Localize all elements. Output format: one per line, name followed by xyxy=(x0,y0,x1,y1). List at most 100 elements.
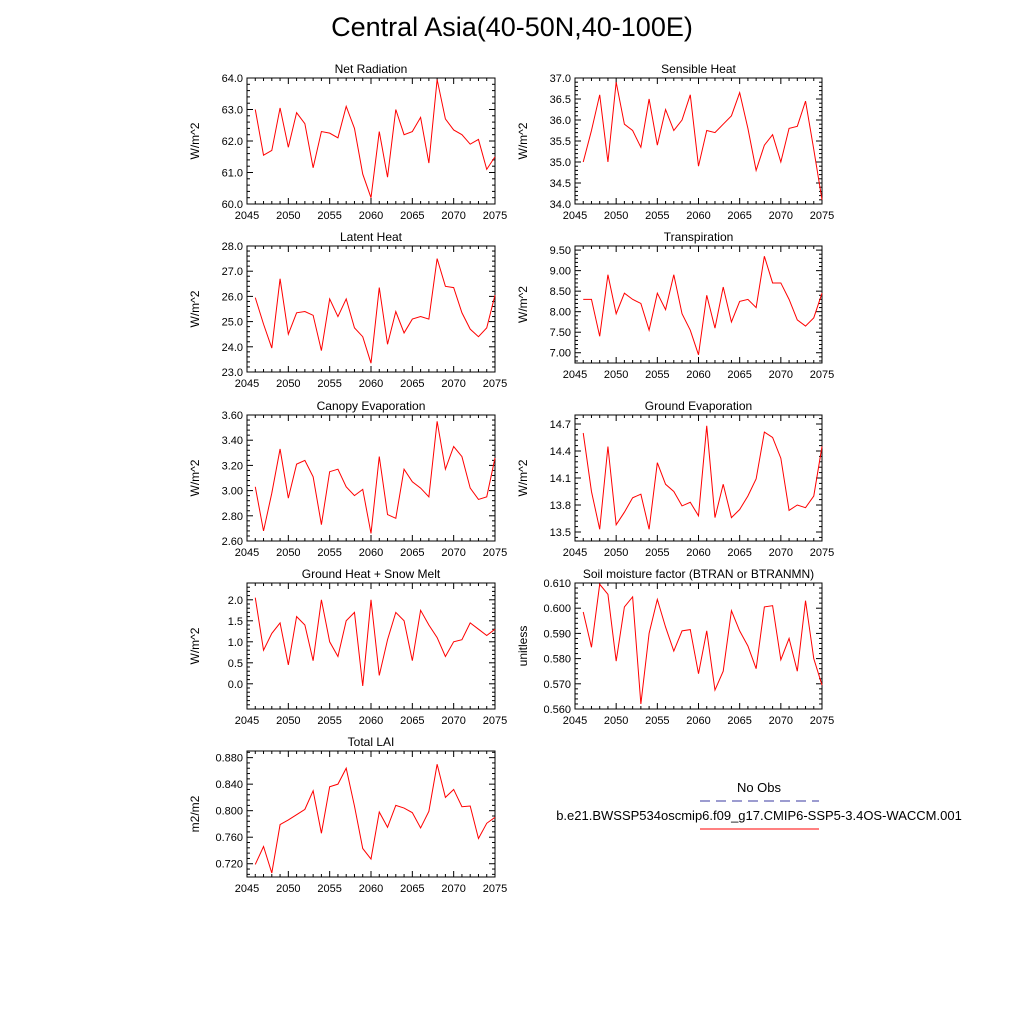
x-tick-label: 2065 xyxy=(400,547,424,559)
y-tick-label: 25.0 xyxy=(222,317,243,329)
x-tick-label: 2045 xyxy=(235,378,259,390)
x-tick-label: 2070 xyxy=(769,369,793,381)
x-tick-label: 2055 xyxy=(645,715,669,727)
x-tick-label: 2070 xyxy=(441,547,465,559)
y-tick-label: 14.1 xyxy=(550,473,571,485)
x-tick-label: 2055 xyxy=(317,378,341,390)
x-tick-label: 2060 xyxy=(359,210,383,222)
y-tick-label: 14.7 xyxy=(550,419,571,431)
x-tick-label: 2055 xyxy=(317,210,341,222)
y-tick-label: 3.40 xyxy=(222,435,243,447)
y-tick-label: 0.720 xyxy=(215,859,243,871)
x-tick-label: 2050 xyxy=(604,210,628,222)
y-axis-label: W/m^2 xyxy=(188,627,202,664)
y-tick-label: 7.00 xyxy=(550,348,571,360)
y-tick-label: 0.570 xyxy=(543,679,571,691)
y-tick-label: 7.50 xyxy=(550,327,571,339)
y-tick-label: 2.0 xyxy=(228,595,243,607)
panel-5: Canopy Evaporation W/m^2 2045 2050 2055 2060 2… xyxy=(188,399,507,559)
x-tick-label: 2060 xyxy=(359,547,383,559)
series-line xyxy=(254,421,496,534)
x-tick-label: 2055 xyxy=(645,547,669,559)
y-tick-label: 13.8 xyxy=(550,500,571,512)
x-tick-label: 2055 xyxy=(317,883,341,895)
y-tick-label: 62.0 xyxy=(222,136,243,148)
y-tick-label: 0.560 xyxy=(543,704,571,716)
x-tick-label: 2050 xyxy=(604,715,628,727)
x-tick-label: 2075 xyxy=(483,210,507,222)
y-tick-label: 0.5 xyxy=(228,658,243,670)
panel-title: Soil moisture factor (BTRAN or BTRANMN) xyxy=(583,567,814,581)
y-tick-label: 1.0 xyxy=(228,637,243,649)
panel-title: Ground Heat + Snow Melt xyxy=(302,567,441,581)
y-axis-label: unitless xyxy=(516,626,530,667)
y-axis-label: W/m^2 xyxy=(516,122,530,159)
y-tick-label: 60.0 xyxy=(222,199,243,211)
x-tick-label: 2045 xyxy=(563,715,587,727)
y-tick-label: 8.50 xyxy=(550,286,571,298)
x-tick-label: 2065 xyxy=(727,369,751,381)
panel-title: Sensible Heat xyxy=(661,62,736,76)
plot-frame xyxy=(574,414,823,542)
x-tick-label: 2075 xyxy=(483,547,507,559)
x-tick-label: 2055 xyxy=(645,369,669,381)
x-tick-label: 2045 xyxy=(563,210,587,222)
x-tick-label: 2075 xyxy=(810,547,834,559)
plot-frame xyxy=(574,582,823,710)
legend-model-label: b.e21.BWSSP534oscmip6.f09_g17.CMIP6-SSP5… xyxy=(556,808,962,823)
x-tick-label: 2060 xyxy=(686,369,710,381)
x-tick-label: 2070 xyxy=(441,378,465,390)
panel-4: Transpiration W/m^2 2045 2050 2055 2060 2065 20… xyxy=(516,230,834,381)
y-tick-label: 0.590 xyxy=(543,628,571,640)
y-tick-label: 61.0 xyxy=(222,168,243,180)
x-tick-label: 2070 xyxy=(441,883,465,895)
x-tick-label: 2055 xyxy=(645,210,669,222)
plot-frame xyxy=(246,414,496,542)
plot-frame xyxy=(246,77,496,205)
x-tick-label: 2070 xyxy=(441,210,465,222)
y-axis-label: W/m^2 xyxy=(188,459,202,496)
series-line xyxy=(582,583,823,705)
series-line xyxy=(254,258,496,364)
x-tick-label: 2060 xyxy=(686,210,710,222)
x-tick-label: 2050 xyxy=(276,715,300,727)
y-tick-label: 27.0 xyxy=(222,266,243,278)
x-tick-label: 2070 xyxy=(769,210,793,222)
y-tick-label: 36.5 xyxy=(550,94,571,106)
x-tick-label: 2045 xyxy=(235,715,259,727)
y-tick-label: 14.4 xyxy=(550,446,571,458)
x-tick-label: 2060 xyxy=(359,883,383,895)
x-tick-label: 2060 xyxy=(359,378,383,390)
x-tick-label: 2045 xyxy=(235,210,259,222)
plot-frame xyxy=(574,245,823,364)
legend-obs-label: No Obs xyxy=(737,780,782,795)
x-tick-label: 2075 xyxy=(483,715,507,727)
panel-6: Ground Evaporation W/m^2 2045 2050 2055 2060 2… xyxy=(516,399,834,559)
x-tick-label: 2060 xyxy=(359,715,383,727)
x-tick-label: 2070 xyxy=(769,547,793,559)
y-tick-label: 63.0 xyxy=(222,105,243,117)
y-tick-label: 9.50 xyxy=(550,245,571,257)
y-tick-label: 0.600 xyxy=(543,603,571,615)
plot-frame xyxy=(574,77,823,205)
panels: Net Radiation W/m^2 2045 2050 2055 2060 2065 20… xyxy=(188,62,834,895)
y-tick-label: 0.800 xyxy=(215,806,243,818)
x-tick-label: 2065 xyxy=(400,378,424,390)
y-tick-label: 0.580 xyxy=(543,654,571,666)
panel-9: Total LAI m2/m2 2045 2050 2055 2060 2065 2070 20… xyxy=(188,735,507,895)
y-tick-label: 13.5 xyxy=(550,527,571,539)
x-tick-label: 2065 xyxy=(400,715,424,727)
y-axis-label: W/m^2 xyxy=(516,286,530,323)
y-tick-label: 0.840 xyxy=(215,779,243,791)
x-tick-label: 2050 xyxy=(276,883,300,895)
y-tick-label: 0.880 xyxy=(215,753,243,765)
legend: No Obs b.e21.BWSSP534oscmip6.f09_g17.CMI… xyxy=(556,780,962,830)
x-tick-label: 2050 xyxy=(604,369,628,381)
y-tick-label: 8.00 xyxy=(550,307,571,319)
series-line xyxy=(254,597,496,686)
panel-8: Soil moisture factor (BTRAN or BTRANMN) u… xyxy=(516,567,834,727)
y-tick-label: 3.00 xyxy=(222,486,243,498)
series-line xyxy=(583,256,823,355)
panel-title: Ground Evaporation xyxy=(645,399,752,413)
y-axis-label: m2/m2 xyxy=(188,795,202,832)
